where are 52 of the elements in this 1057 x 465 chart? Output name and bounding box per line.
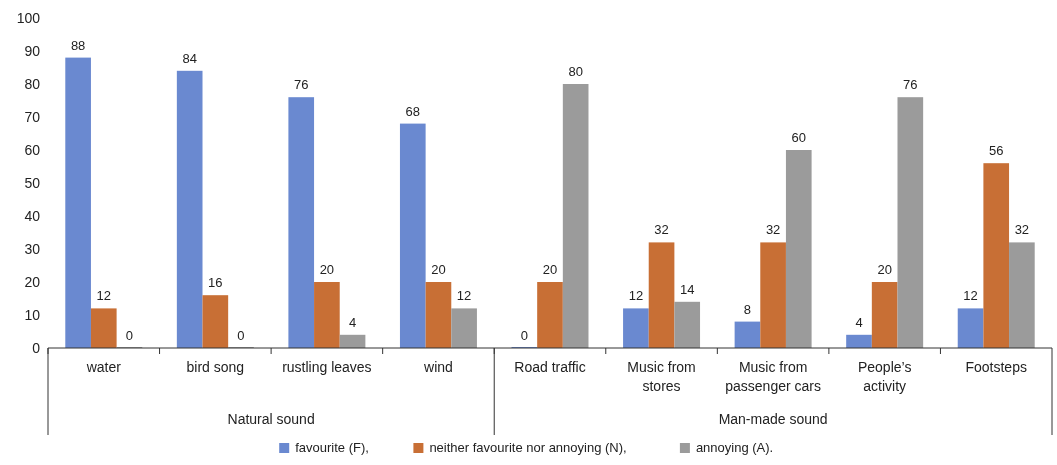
y-tick-label: 100 xyxy=(16,9,41,26)
data-label: 56 xyxy=(988,143,1004,159)
data-label: 84 xyxy=(182,50,197,66)
data-label: 80 xyxy=(568,64,583,79)
y-tick-label: 30 xyxy=(24,240,41,257)
data-label: 12 xyxy=(96,288,112,304)
data-label: 32 xyxy=(1014,222,1030,238)
data-label: 60 xyxy=(791,130,806,145)
data-label: 20 xyxy=(542,262,558,277)
y-tick-label: 60 xyxy=(24,141,41,158)
y-tick-label: 0 xyxy=(32,339,41,356)
data-label: 12 xyxy=(963,288,978,304)
x-tick-label: bird song xyxy=(186,359,245,375)
data-label: 4 xyxy=(348,314,357,330)
data-label: 32 xyxy=(654,222,669,238)
y-tick-label: 90 xyxy=(24,42,41,59)
x-tick-label: wind xyxy=(423,359,453,375)
data-label: 32 xyxy=(765,222,781,238)
data-label: 76 xyxy=(294,77,309,93)
legend-label: neither favourite nor annoying (N), xyxy=(429,440,627,455)
x-tick-label: rustling leaves xyxy=(282,359,372,375)
x-tick-label: Road traffic xyxy=(514,359,586,375)
data-label: 14 xyxy=(679,281,695,297)
data-label: 0 xyxy=(520,328,528,343)
y-tick-label: 40 xyxy=(24,207,41,224)
y-tick-label: 10 xyxy=(24,306,41,323)
data-label: 4 xyxy=(855,314,863,330)
text: Natural sound xyxy=(227,411,315,427)
data-label: 12 xyxy=(456,288,472,304)
text: Man-made sound xyxy=(718,411,828,427)
data-label: 76 xyxy=(903,77,918,93)
data-label: 12 xyxy=(628,288,644,304)
data-label: 68 xyxy=(405,103,421,119)
y-tick-label: 20 xyxy=(24,273,41,290)
x-tick-label: Footsteps xyxy=(965,359,1027,375)
data-label: 0 xyxy=(125,328,134,343)
data-label: 8 xyxy=(743,301,752,317)
y-tick-label: 80 xyxy=(24,75,41,92)
data-label: 0 xyxy=(237,328,245,343)
data-label: 88 xyxy=(70,37,86,53)
x-tick-label: People’s activity xyxy=(857,359,912,394)
data-label: 20 xyxy=(877,262,892,277)
data-label: 16 xyxy=(208,275,223,291)
y-tick-label: 50 xyxy=(24,174,41,191)
y-tick-label: 70 xyxy=(24,108,41,125)
x-tick-label: Music from stores xyxy=(627,359,696,394)
data-label: 20 xyxy=(319,262,335,277)
legend-label: annoying (A). xyxy=(695,440,774,455)
legend-label: favourite (F), xyxy=(295,440,369,455)
data-label: 20 xyxy=(431,262,446,277)
x-tick-label: water xyxy=(85,359,122,375)
x-tick-label: Music from passenger cars xyxy=(725,359,821,394)
